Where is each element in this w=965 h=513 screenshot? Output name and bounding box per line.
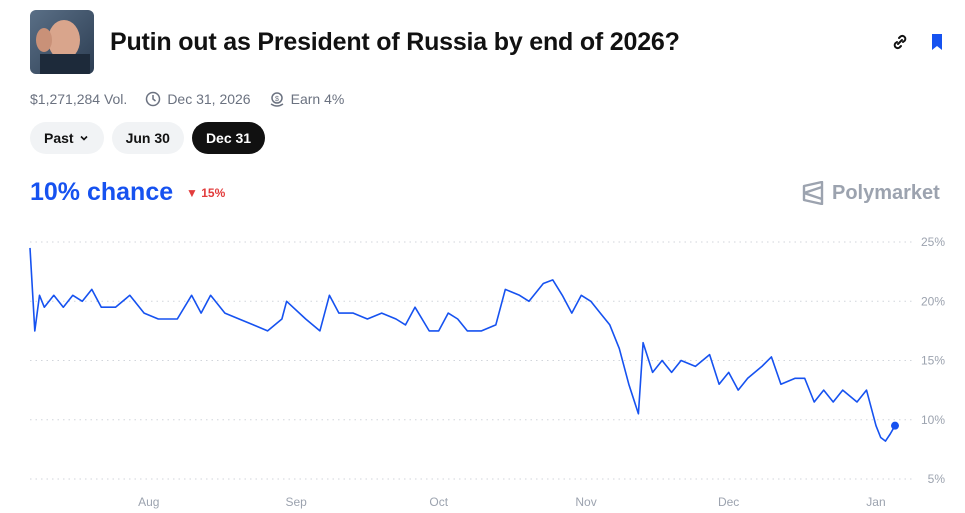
clock-icon [146, 91, 161, 107]
pill-dec-31[interactable]: Dec 31 [191, 122, 266, 154]
x-tick-label: Sep [285, 495, 307, 509]
pill-label: Dec 31 [205, 130, 252, 146]
pill-jun-30[interactable]: Jun 30 [111, 122, 184, 154]
earn-link[interactable]: $ Earn 4% [269, 91, 345, 107]
chevron-down-icon [80, 135, 88, 141]
y-tick-label: 10% [921, 413, 945, 427]
polymarket-logo: Polymarket [802, 181, 940, 205]
brand-name: Polymarket [832, 181, 940, 204]
x-tick-label: Dec [718, 495, 739, 509]
end-date: Dec 31, 2026 [167, 91, 251, 107]
current-point-marker [891, 421, 899, 430]
series-line [29, 247, 896, 442]
bookmark-icon[interactable] [927, 32, 947, 52]
pill-label: Past [44, 130, 74, 146]
pill-past[interactable]: Past [30, 122, 104, 154]
chance-delta: ▼ 15% [186, 186, 225, 200]
delta-value: 15% [201, 186, 226, 200]
chance-value: 10% chance [30, 178, 174, 206]
x-tick-label: Nov [575, 495, 596, 509]
x-tick-label: Oct [429, 495, 448, 509]
date-pills: Past Jun 30 Dec 31 [30, 122, 266, 154]
triangle-down-icon: ▼ [186, 186, 198, 200]
earn-coin-icon: $ [270, 92, 284, 107]
x-tick-label: Aug [138, 495, 159, 509]
link-icon[interactable] [890, 32, 910, 52]
svg-text:$: $ [275, 96, 279, 103]
putin-photo [36, 20, 90, 74]
y-tick-label: 5% [928, 472, 946, 486]
page-title: Putin out as President of Russia by end … [110, 28, 680, 56]
y-tick-label: 25% [921, 235, 945, 249]
polymarket-logo-icon [802, 181, 824, 205]
market-thumbnail [30, 10, 94, 74]
pill-label: Jun 30 [125, 130, 170, 146]
earn-label: Earn 4% [290, 91, 345, 107]
y-tick-label: 20% [921, 294, 945, 308]
x-tick-label: Jan [866, 495, 885, 509]
volume: $1,271,284 Vol. [30, 91, 128, 107]
y-tick-label: 15% [921, 354, 945, 368]
market-meta: $1,271,284 Vol. Dec 31, 2026 $ Earn 4% [30, 91, 344, 107]
